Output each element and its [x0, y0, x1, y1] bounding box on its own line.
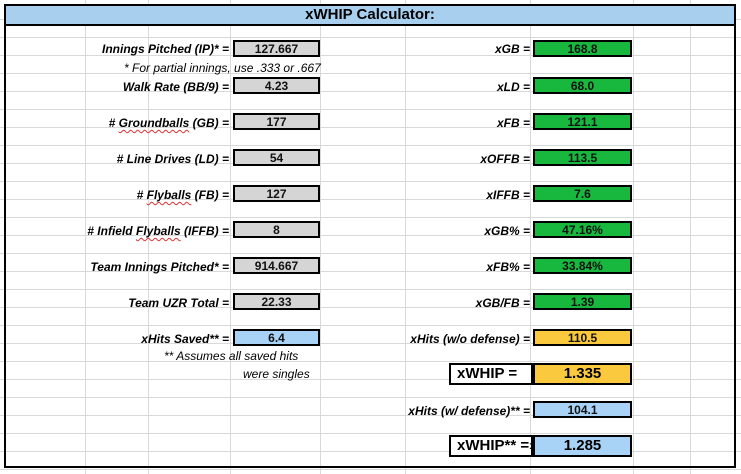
xwhip-with-defense-label: xWHIP** =› — [449, 435, 535, 457]
xgb-label: xGB = — [494, 42, 530, 56]
xfb-label: xFB = — [496, 116, 530, 130]
arrow-icon: › — [529, 437, 535, 454]
xhits-with-defense-label: xHits (w/ defense)** = — [408, 404, 530, 418]
walk-rate-label: Walk Rate (BB/9) = — [122, 80, 229, 94]
line-drives-input[interactable]: 54 — [233, 149, 320, 166]
team-uzr-label: Team UZR Total = — [128, 296, 229, 310]
xwhip-label: xWHIP = — [449, 363, 533, 385]
xgb-percent-label: xGB% = — [484, 224, 530, 238]
innings-pitched-label: Innings Pitched (IP)* = — [101, 42, 229, 56]
partial-innings-note: * For partial innings, use .333 or .667 — [124, 61, 321, 75]
xld-value: 68.0 — [533, 77, 632, 94]
xgb-fb-ratio-label: xGB/FB = — [475, 296, 530, 310]
flyballs-label: # Flyballs (FB) = — [136, 188, 229, 202]
xhits-no-defense-value: 110.5 — [533, 329, 632, 346]
groundballs-label: # Groundballs (GB) = — [108, 116, 229, 130]
column-gridline — [530, 0, 531, 474]
groundballs-input[interactable]: 177 — [233, 113, 320, 130]
column-gridline — [405, 0, 406, 474]
xiffb-value: 7.6 — [533, 185, 632, 202]
column-gridline — [633, 0, 634, 474]
xhits-with-defense-value: 104.1 — [533, 401, 632, 418]
walk-rate-input[interactable]: 4.23 — [233, 77, 320, 94]
xwhip-with-defense-value: 1.285 — [533, 435, 632, 457]
team-innings-label: Team Innings Pitched* = — [90, 260, 229, 274]
xgb-value: 168.8 — [533, 40, 632, 57]
xwhip-value: 1.335 — [533, 363, 632, 385]
infield-flyballs-label: # Infield Flyballs (IFFB) = — [87, 224, 229, 238]
team-uzr-input[interactable]: 22.33 — [233, 293, 320, 310]
calculator-frame — [4, 4, 736, 468]
xfb-percent-value: 33.84% — [533, 257, 632, 274]
column-gridline — [85, 0, 86, 474]
xiffb-label: xIFFB = — [486, 188, 530, 202]
xoffb-label: xOFFB = — [480, 152, 530, 166]
column-gridline — [690, 0, 691, 474]
column-gridline — [320, 0, 321, 474]
xld-label: xLD = — [496, 80, 530, 94]
xhits-no-defense-label: xHits (w/o defense) = — [410, 332, 530, 346]
column-gridline — [148, 0, 149, 474]
xgb-fb-ratio-value: 1.39 — [533, 293, 632, 310]
hits-saved-label: xHits Saved** = — [141, 332, 229, 346]
hits-saved-note: ** Assumes all saved hits — [164, 349, 299, 363]
xfb-value: 121.1 — [533, 113, 632, 130]
innings-pitched-input[interactable]: 127.667 — [233, 40, 320, 57]
team-innings-input[interactable]: 914.667 — [233, 257, 320, 274]
line-drives-label: # Line Drives (LD) = — [116, 152, 229, 166]
calculator-title: xWHIP Calculator: — [6, 6, 734, 26]
hits-saved-note-continued: were singles — [243, 367, 310, 381]
xgb-percent-value: 47.16% — [533, 221, 632, 238]
hits-saved-value: 6.4 — [233, 329, 320, 346]
xoffb-value: 113.5 — [533, 149, 632, 166]
infield-flyballs-input[interactable]: 8 — [233, 221, 320, 238]
column-gridline — [230, 0, 231, 474]
flyballs-input[interactable]: 127 — [233, 185, 320, 202]
xfb-percent-label: xFB% = — [486, 260, 530, 274]
